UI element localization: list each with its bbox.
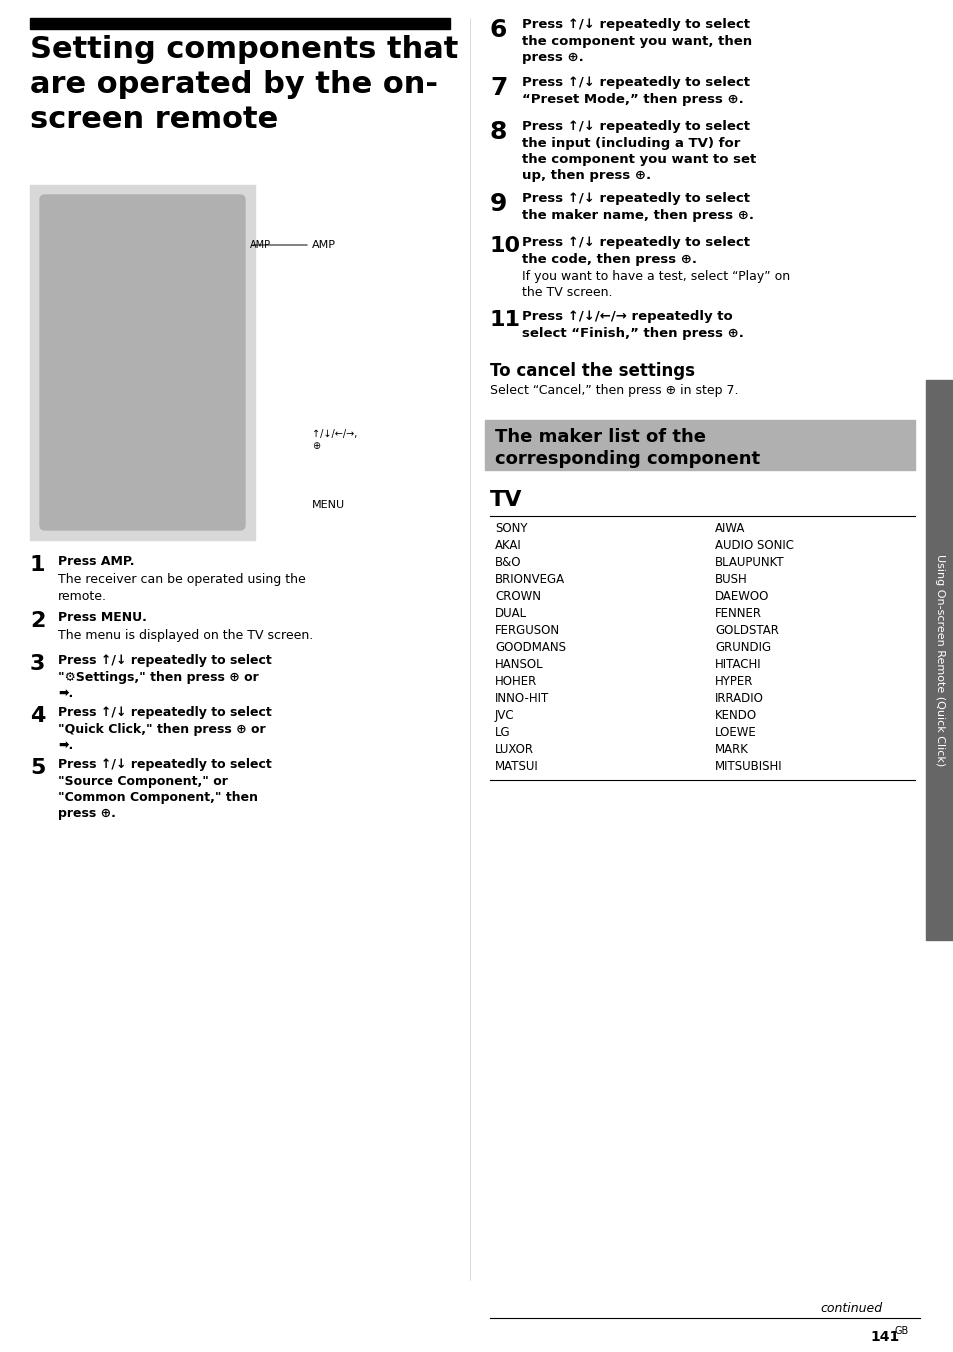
- Text: 3: 3: [30, 654, 46, 675]
- Bar: [30, 18, 450, 28]
- Text: BUSH: BUSH: [714, 573, 747, 585]
- Text: BLAUPUNKT: BLAUPUNKT: [714, 556, 783, 569]
- Text: Press ↑/↓ repeatedly to select
"Quick Click," then press ⊕ or
➡.: Press ↑/↓ repeatedly to select "Quick Cl…: [58, 706, 272, 752]
- Text: Press ↑/↓ repeatedly to select
the component you want, then
press ⊕.: Press ↑/↓ repeatedly to select the compo…: [521, 18, 751, 64]
- Text: If you want to have a test, select “Play” on
the TV screen.: If you want to have a test, select “Play…: [521, 270, 789, 300]
- Text: LG: LG: [495, 726, 510, 740]
- Text: 9: 9: [490, 192, 507, 216]
- Text: The menu is displayed on the TV screen.: The menu is displayed on the TV screen.: [58, 629, 313, 642]
- Text: AMP: AMP: [250, 241, 271, 250]
- Text: MATSUI: MATSUI: [495, 760, 538, 773]
- Text: 10: 10: [490, 237, 520, 256]
- Text: 141: 141: [869, 1330, 899, 1344]
- Bar: [484, 420, 914, 470]
- Text: ↑/↓/←/→,
⊕: ↑/↓/←/→, ⊕: [312, 429, 357, 450]
- Text: GOLDSTAR: GOLDSTAR: [714, 625, 778, 637]
- Text: JVC: JVC: [495, 708, 514, 722]
- Text: Press MENU.: Press MENU.: [58, 611, 147, 625]
- Text: INNO-HIT: INNO-HIT: [495, 692, 549, 704]
- Text: Setting components that
are operated by the on-
screen remote: Setting components that are operated by …: [30, 35, 457, 134]
- Text: Press ↑/↓/←/→ repeatedly to
select “Finish,” then press ⊕.: Press ↑/↓/←/→ repeatedly to select “Fini…: [521, 310, 743, 339]
- Text: GB: GB: [894, 1326, 908, 1336]
- Text: FERGUSON: FERGUSON: [495, 625, 559, 637]
- Text: 6: 6: [490, 18, 507, 42]
- Text: LUXOR: LUXOR: [495, 744, 534, 756]
- Text: HANSOL: HANSOL: [495, 658, 543, 671]
- Text: 8: 8: [490, 120, 507, 145]
- Text: KENDO: KENDO: [714, 708, 757, 722]
- Text: AUDIO SONIC: AUDIO SONIC: [714, 539, 793, 552]
- Text: MARK: MARK: [714, 744, 748, 756]
- Text: Press ↑/↓ repeatedly to select
"⚙Settings," then press ⊕ or
➡.: Press ↑/↓ repeatedly to select "⚙Setting…: [58, 654, 272, 700]
- Text: FENNER: FENNER: [714, 607, 761, 621]
- Bar: [925, 380, 953, 940]
- Text: 2: 2: [30, 611, 46, 631]
- Text: AMP: AMP: [312, 241, 335, 250]
- Text: GOODMANS: GOODMANS: [495, 641, 565, 654]
- Bar: [30, 185, 254, 539]
- Text: Using On-screen Remote (Quick Click): Using On-screen Remote (Quick Click): [934, 554, 944, 767]
- Text: BRIONVEGA: BRIONVEGA: [495, 573, 564, 585]
- Text: DUAL: DUAL: [495, 607, 527, 621]
- Text: 7: 7: [490, 76, 507, 100]
- Text: Select “Cancel,” then press ⊕ in step 7.: Select “Cancel,” then press ⊕ in step 7.: [490, 384, 738, 397]
- Text: IRRADIO: IRRADIO: [714, 692, 763, 704]
- Text: 5: 5: [30, 758, 46, 777]
- Text: CROWN: CROWN: [495, 589, 540, 603]
- Text: 1: 1: [30, 556, 46, 575]
- Text: GRUNDIG: GRUNDIG: [714, 641, 770, 654]
- Text: TV: TV: [490, 489, 522, 510]
- Text: 4: 4: [30, 706, 46, 726]
- Text: AIWA: AIWA: [714, 522, 744, 535]
- Text: SONY: SONY: [495, 522, 527, 535]
- Text: To cancel the settings: To cancel the settings: [490, 362, 695, 380]
- Text: continued: continued: [820, 1302, 882, 1315]
- Text: LOEWE: LOEWE: [714, 726, 756, 740]
- Text: HYPER: HYPER: [714, 675, 753, 688]
- Text: Press ↑/↓ repeatedly to select
the input (including a TV) for
the component you : Press ↑/↓ repeatedly to select the input…: [521, 120, 756, 183]
- Text: Press ↑/↓ repeatedly to select
"Source Component," or
"Common Component," then
p: Press ↑/↓ repeatedly to select "Source C…: [58, 758, 272, 821]
- Text: HITACHI: HITACHI: [714, 658, 760, 671]
- Text: Press AMP.: Press AMP.: [58, 556, 134, 568]
- Text: MENU: MENU: [312, 500, 345, 510]
- Text: Press ↑/↓ repeatedly to select
the code, then press ⊕.: Press ↑/↓ repeatedly to select the code,…: [521, 237, 749, 265]
- FancyBboxPatch shape: [40, 195, 245, 530]
- Text: Press ↑/↓ repeatedly to select
“Preset Mode,” then press ⊕.: Press ↑/↓ repeatedly to select “Preset M…: [521, 76, 749, 105]
- Text: HOHER: HOHER: [495, 675, 537, 688]
- Text: DAEWOO: DAEWOO: [714, 589, 768, 603]
- Text: Press ↑/↓ repeatedly to select
the maker name, then press ⊕.: Press ↑/↓ repeatedly to select the maker…: [521, 192, 753, 222]
- Text: The receiver can be operated using the
remote.: The receiver can be operated using the r…: [58, 573, 305, 603]
- Text: AKAI: AKAI: [495, 539, 521, 552]
- Text: B&O: B&O: [495, 556, 521, 569]
- Text: MITSUBISHI: MITSUBISHI: [714, 760, 781, 773]
- Text: 11: 11: [490, 310, 520, 330]
- Text: The maker list of the
corresponding component: The maker list of the corresponding comp…: [495, 429, 760, 468]
